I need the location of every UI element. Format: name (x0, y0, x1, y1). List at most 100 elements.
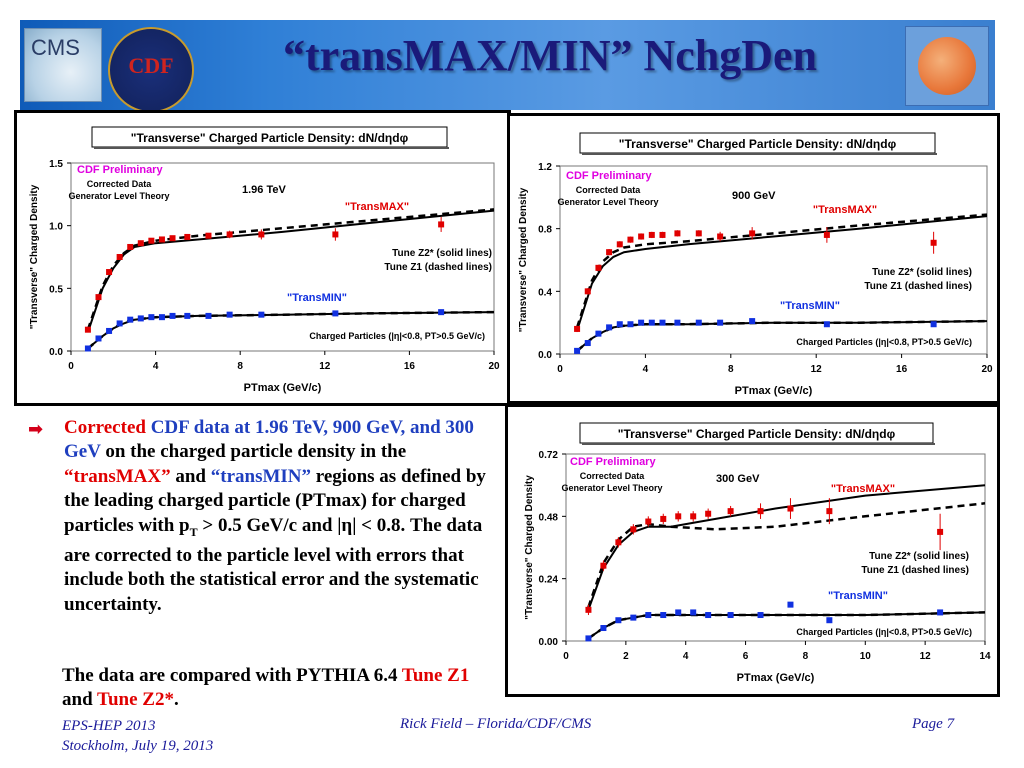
charged-particles-label: Charged Particles (|η|<0.8, PT>0.5 GeV/c… (309, 331, 485, 341)
transmax-point (660, 515, 667, 522)
transmax-point (606, 249, 613, 256)
transmax-point (705, 510, 712, 517)
para2-text-b: and (62, 689, 98, 711)
transmax-point (116, 254, 123, 260)
transmax-point (158, 236, 165, 243)
transmax-point (717, 233, 724, 240)
tune-z1-max-line (86, 208, 495, 331)
generator-theory-label: Generator Level Theory (561, 483, 662, 493)
y-tick-label: 0.24 (539, 575, 559, 586)
y-tick-label: 0.8 (538, 225, 552, 236)
transmin-point (332, 310, 339, 317)
generator-theory-label: Generator Level Theory (68, 191, 169, 201)
transmin-point (705, 612, 712, 619)
para2-text-a: The data are compared with PYTHIA 6.4 (62, 665, 402, 686)
transmax-point (600, 562, 607, 569)
x-tick-label: 2 (623, 651, 629, 662)
cms-logo-text: CMS (31, 35, 80, 60)
y-axis-label: "Transverse" Charged Density (518, 187, 529, 332)
chart-panel-900: "Transverse" Charged Particle Density: d… (507, 113, 1000, 404)
transmax-point (787, 505, 794, 512)
transmax-point (627, 236, 634, 243)
para2-text-c: . (173, 689, 179, 711)
transmin-point (674, 319, 681, 326)
arrow-bullet-icon: ➡ (28, 419, 44, 440)
transmax-point (95, 294, 102, 301)
transmax-point (595, 264, 602, 271)
transmax-point (574, 325, 581, 332)
cdf-preliminary-label: CDF Preliminary (77, 164, 163, 176)
transmax-point (823, 231, 830, 238)
chart-300-svg: "Transverse" Charged Particle Density: d… (524, 422, 991, 684)
plot-frame (559, 165, 988, 355)
x-tick-label: 4 (153, 361, 159, 372)
transmax-point (438, 221, 445, 228)
bullet-text-c: regions as defined by the leading charge… (64, 465, 486, 536)
plot-frame (70, 162, 495, 352)
transmin-point (630, 614, 637, 621)
transmin-point (638, 319, 645, 326)
uf-logo (905, 26, 989, 106)
transmin-point (660, 612, 667, 619)
transmax-point (84, 326, 91, 333)
transmin-point (574, 347, 581, 354)
para2-tune-z1: Tune Z1 (401, 665, 470, 686)
transmax-point (258, 231, 265, 238)
x-tick-label: 0 (557, 364, 563, 375)
y-tick-label: 0.0 (538, 350, 552, 361)
transmax-point (757, 508, 764, 515)
y-tick-label: 1.2 (538, 162, 552, 173)
transmin-point (787, 601, 794, 608)
bullet-transmin: “transMIN” (210, 465, 312, 487)
cdf-preliminary-label: CDF Preliminary (566, 170, 652, 182)
transmin-label: "TransMIN" (287, 292, 347, 304)
transmax-point (332, 231, 339, 238)
transmax-point (749, 230, 756, 237)
chart-196-svg: "Transverse" Charged Particle Density: d… (29, 126, 500, 394)
transmax-point (148, 237, 155, 244)
x-tick-label: 8 (237, 361, 243, 372)
y-tick-label: 0.0 (49, 347, 63, 358)
x-tick-label: 6 (743, 651, 749, 662)
x-axis-label: PTmax (GeV/c) (737, 672, 815, 684)
transmin-point (826, 617, 833, 624)
footer-date: Stockholm, July 19, 2013 (62, 738, 214, 754)
x-tick-label: 4 (643, 364, 649, 375)
tune-z1-legend: Tune Z1 (dashed lines) (864, 281, 972, 292)
y-axis-label: "Transverse" Charged Density (29, 184, 40, 329)
footer-conference: EPS-HEP 2013 (62, 718, 156, 734)
transmin-point (695, 319, 702, 326)
transmin-point (158, 314, 165, 321)
x-axis-label: PTmax (GeV/c) (244, 382, 322, 394)
transmin-point (226, 311, 233, 318)
tune-z1-max-line (575, 213, 988, 328)
x-tick-label: 4 (683, 651, 689, 662)
transmax-point (169, 235, 176, 242)
transmin-point (127, 316, 134, 323)
transmin-point (438, 309, 445, 316)
comparison-paragraph: The data are compared with PYTHIA 6.4 Tu… (62, 664, 492, 713)
tune-z2-legend: Tune Z2* (solid lines) (392, 248, 492, 259)
slide-title: “transMAX/MIN” NchgDen (282, 31, 818, 80)
transmax-point (630, 526, 637, 533)
x-tick-label: 20 (981, 364, 993, 375)
energy-label: 1.96 TeV (242, 184, 286, 196)
transmin-point (258, 311, 265, 318)
footer-page: Page 7 (912, 716, 955, 732)
transmin-point (823, 321, 830, 328)
energy-label: 900 GeV (732, 190, 776, 202)
transmax-point (826, 508, 833, 515)
tune-z2-legend: Tune Z2* (solid lines) (872, 267, 972, 278)
chart-panel-196: "Transverse" Charged Particle Density: d… (14, 110, 511, 406)
transmin-point (930, 321, 937, 328)
transmin-point (106, 327, 113, 334)
transmax-point (695, 230, 702, 237)
corrected-data-label: Corrected Data (576, 185, 642, 195)
x-tick-label: 20 (488, 361, 500, 372)
transmax-point (585, 606, 592, 613)
x-tick-label: 0 (68, 361, 74, 372)
x-tick-label: 0 (563, 651, 569, 662)
tune-z1-max-line (587, 502, 986, 608)
chart-panel-300: "Transverse" Charged Particle Density: d… (505, 404, 1000, 697)
transmin-point (95, 335, 102, 342)
